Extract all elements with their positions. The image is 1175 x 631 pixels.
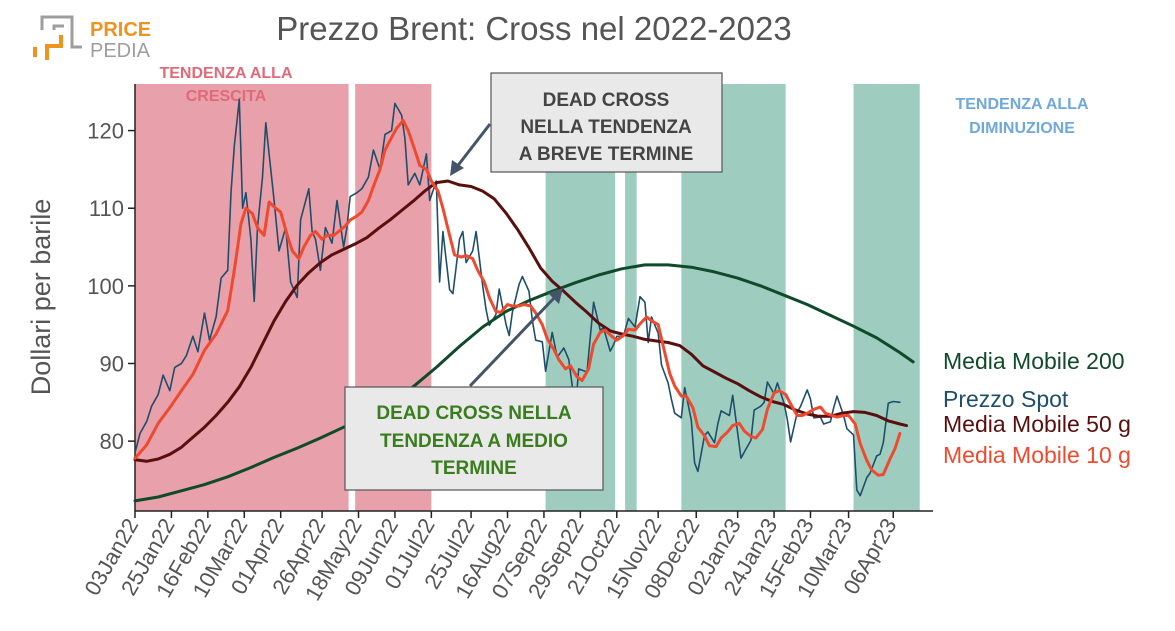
series-label-media-mobile-10-g: Media Mobile 10 g: [943, 442, 1131, 468]
logo-mark-orange: [45, 35, 63, 60]
callout-medium-line3: TERMINE: [431, 458, 517, 479]
callout-short-line1: DEAD CROSS: [543, 90, 670, 111]
zone-label-up-line1: TENDENZA ALLA: [159, 65, 292, 82]
y-tick-label: 80: [100, 429, 124, 454]
axes: [134, 84, 933, 512]
series-line-media-mobile-10-g: [133, 119, 902, 477]
x-ticks: 03Jan2225Jan2216Feb2210Mar2201Apr2226Apr…: [79, 511, 902, 605]
series-line-media-mobile-50-g: [133, 179, 908, 463]
callout-short-term: DEAD CROSS NELLA TENDENZA A BREVE TERMIN…: [490, 72, 723, 173]
series-lines: [133, 98, 915, 503]
logo-pedia: PEDIA: [90, 40, 151, 62]
series-line-media-mobile-200: [133, 263, 915, 503]
arrow-medium-term-head: [548, 288, 563, 304]
arrow-short-term-head: [450, 160, 464, 176]
series-label-prezzo-spot: Prezzo Spot: [943, 386, 1069, 412]
callout-medium-term: DEAD CROSS NELLA TENDENZA A MEDIO TERMIN…: [344, 386, 604, 491]
y-tick-label: 120: [87, 119, 124, 144]
series-label-media-mobile-50-g: Media Mobile 50 g: [943, 411, 1131, 437]
callout-short-term-box: [490, 72, 723, 173]
zone-label-up-line2: CRESCITA: [186, 88, 267, 105]
logo-mark-gray-2: [52, 24, 64, 30]
arrow-short-term: [454, 123, 492, 169]
series-label-media-mobile-200: Media Mobile 200: [943, 348, 1125, 374]
chart-title: Prezzo Brent: Cross nel 2022-2023: [276, 10, 791, 47]
arrow-medium-term: [468, 294, 558, 388]
callout-short-line3: A BREVE TERMINE: [519, 144, 694, 165]
callout-short-line2: NELLA TENDENZA: [520, 117, 692, 138]
zone-label-down: TENDENZA ALLA DIMINUZIONE: [955, 96, 1088, 137]
y-tick-label: 90: [100, 351, 124, 376]
shaded-band-down-5: [853, 84, 920, 511]
zone-label-down-line1: TENDENZA ALLA: [955, 96, 1088, 113]
logo-mark-gray: [40, 15, 82, 49]
callout-medium-line1: DEAD CROSS NELLA: [376, 403, 572, 424]
y-tick-label: 100: [87, 274, 124, 299]
y-tick-label: 110: [89, 196, 124, 221]
y-ticks: 80 90 100 110 120: [87, 119, 135, 454]
shaded-band-up-0: [135, 84, 349, 511]
y-axis-label: Dollari per barile: [26, 199, 56, 396]
zone-label-down-line2: DIMINUZIONE: [969, 120, 1075, 137]
callout-medium-term-box: [344, 386, 604, 491]
zone-label-up: TENDENZA ALLA CRESCITA: [159, 65, 292, 105]
callout-medium-line2: TENDENZA A MEDIO: [380, 431, 568, 452]
series-line-prezzo-spot: [134, 98, 901, 497]
shaded-band-down-3: [625, 84, 637, 511]
logo-price: PRICE: [90, 19, 151, 41]
pricepedia-logo: PRICE PEDIA: [33, 15, 151, 62]
